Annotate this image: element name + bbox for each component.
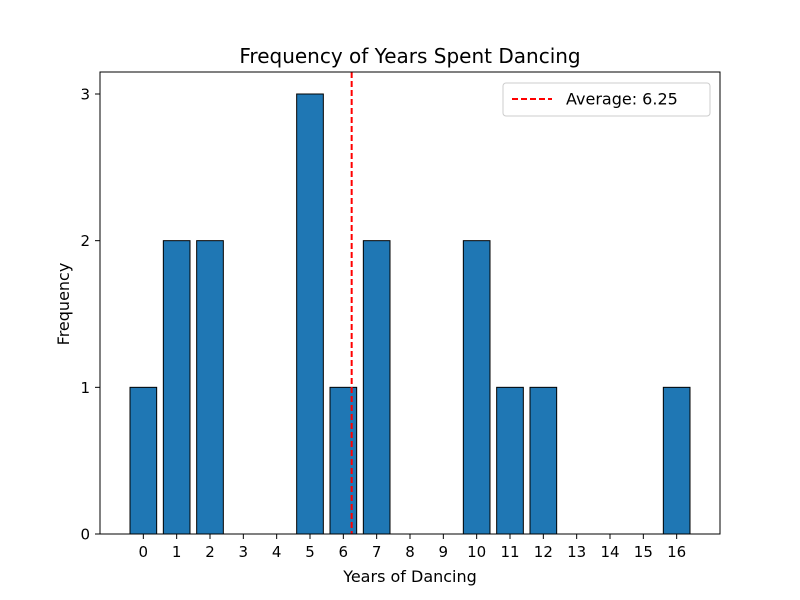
y-ticks-group: 0 1 2 3 xyxy=(80,86,100,544)
x-ticks-group: 0 1 2 3 4 5 6 7 8 9 10 11 12 13 14 15 16 xyxy=(139,534,686,561)
x-tick-label-16: 16 xyxy=(667,543,686,561)
bar-10 xyxy=(462,240,491,535)
legend-average-label: Average: 6.25 xyxy=(566,90,678,109)
bar-16 xyxy=(662,386,691,535)
y-tick-label-3: 3 xyxy=(80,86,90,104)
x-tick-label-3: 3 xyxy=(239,543,249,561)
x-tick-label-6: 6 xyxy=(339,543,349,561)
legend: Average: 6.25 xyxy=(502,82,711,117)
x-tick-label-12: 12 xyxy=(534,543,553,561)
x-tick-label-9: 9 xyxy=(439,543,449,561)
x-tick-label-0: 0 xyxy=(139,543,149,561)
bar-12 xyxy=(529,386,558,535)
x-tick-label-13: 13 xyxy=(567,543,586,561)
x-tick-label-14: 14 xyxy=(600,543,619,561)
bar-0 xyxy=(129,386,158,535)
x-tick-label-7: 7 xyxy=(372,543,382,561)
x-tick-label-1: 1 xyxy=(172,543,182,561)
legend-frame xyxy=(502,82,711,117)
x-tick-label-4: 4 xyxy=(272,543,282,561)
bar-11 xyxy=(496,386,524,535)
x-tick-label-2: 2 xyxy=(205,543,215,561)
plot-frame xyxy=(99,71,721,535)
y-tick-label-1: 1 xyxy=(80,379,90,397)
chart-title: Frequency of Years Spent Dancing xyxy=(239,44,580,68)
y-tick-label-0: 0 xyxy=(80,526,90,544)
bar-2 xyxy=(196,240,224,535)
x-tick-label-11: 11 xyxy=(500,543,519,561)
y-tick-label-2: 2 xyxy=(80,232,90,250)
x-axis-label: Years of Dancing xyxy=(342,567,477,586)
bar-5 xyxy=(296,93,324,535)
x-tick-label-8: 8 xyxy=(405,543,415,561)
x-tick-label-10: 10 xyxy=(467,543,486,561)
bar-7 xyxy=(362,240,391,535)
bar-1 xyxy=(162,240,191,535)
y-axis-label: Frequency xyxy=(54,263,73,346)
x-tick-label-5: 5 xyxy=(305,543,315,561)
x-tick-label-15: 15 xyxy=(634,543,653,561)
